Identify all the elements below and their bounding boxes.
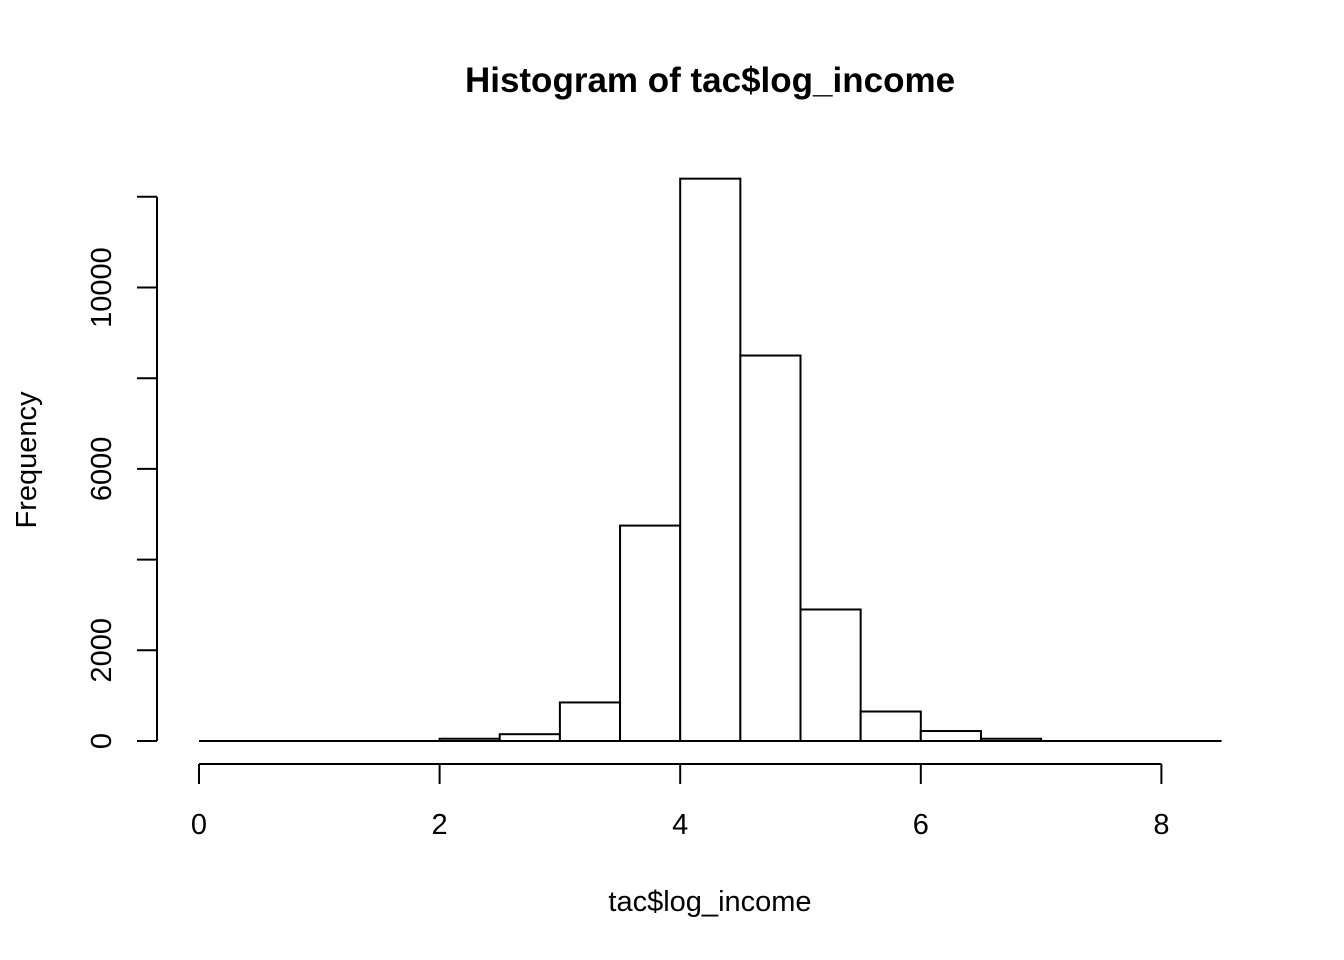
histogram-bar-5: [498, 733, 561, 743]
histogram-bar-7: [619, 524, 682, 743]
x-tick-label: 6: [913, 809, 929, 841]
x-tick-label: 8: [1153, 809, 1169, 841]
chart-title: Histogram of tac$log_income: [465, 61, 955, 100]
y-tick-label: 10000: [86, 247, 118, 328]
x-tick-label: 2: [432, 809, 448, 841]
y-axis: 0 2000 6000 10000: [86, 195, 158, 749]
histogram-bar-6: [558, 701, 622, 743]
y-axis-label: Frequency: [11, 391, 43, 529]
histogram-bar-4: [438, 737, 501, 742]
histogram-bar-13: [979, 737, 1043, 742]
histogram-bar-8: [679, 177, 742, 743]
histogram-bar-10: [799, 608, 862, 742]
x-tick-label: 4: [672, 809, 688, 841]
x-axis-label: tac$log_income: [608, 886, 811, 918]
histogram-bar-9: [739, 354, 802, 742]
histogram-bar-11: [859, 710, 922, 743]
y-tick-label: 2000: [86, 618, 118, 683]
histogram-bars: [199, 177, 1222, 743]
histogram-bar-12: [919, 730, 982, 743]
y-tick-label: 0: [86, 733, 118, 749]
x-axis: 0 2 4 6 8: [191, 763, 1169, 841]
x-tick-label: 0: [191, 809, 207, 841]
y-tick-label: 6000: [86, 437, 118, 502]
